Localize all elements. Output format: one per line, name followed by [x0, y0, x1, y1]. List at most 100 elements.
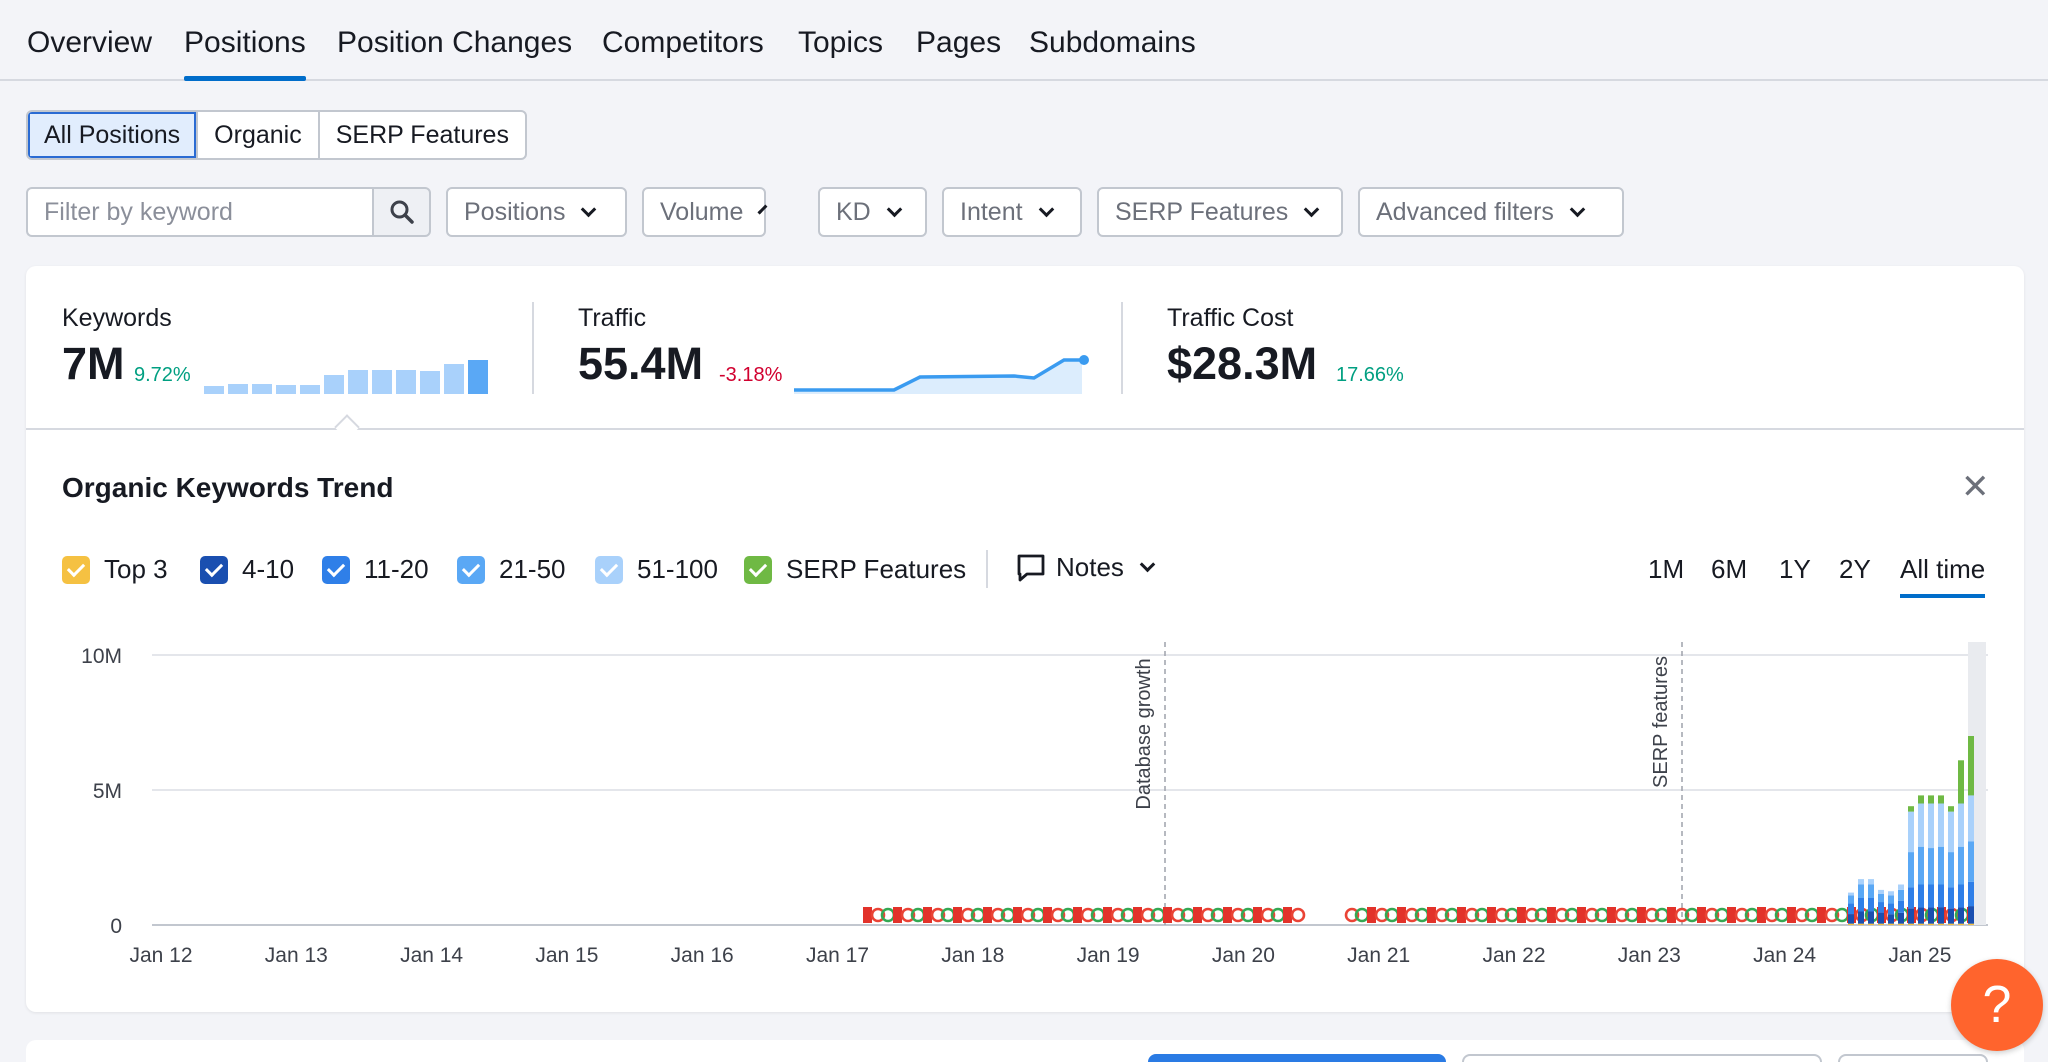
google-marker — [1674, 907, 1690, 923]
serp-flag-marker — [1013, 907, 1022, 923]
serp-flag-marker — [1193, 907, 1202, 923]
traffic-cost-delta: 17.66% — [1336, 364, 1404, 386]
segment-serp-features[interactable]: SERP Features — [335, 120, 509, 149]
bar-segment — [1948, 806, 1954, 812]
bar-segment — [1908, 852, 1914, 888]
primary-action-button[interactable] — [1148, 1054, 1446, 1062]
spark-bar — [420, 371, 440, 394]
bar-segment — [1938, 846, 1944, 885]
bar-segment — [1968, 923, 1974, 925]
bar-segment — [1928, 795, 1934, 804]
bar-segment — [1948, 811, 1954, 853]
x-tick-label: Jan 12 — [129, 944, 192, 967]
legend-divider — [986, 550, 988, 588]
bar-segment — [1928, 848, 1934, 885]
serp-flag-marker — [1607, 907, 1616, 923]
x-tick-label: Jan 14 — [400, 944, 463, 967]
export-button[interactable] — [1838, 1054, 1988, 1062]
range-1m[interactable]: 1M — [1648, 554, 1685, 584]
close-icon[interactable]: ✕ — [1961, 468, 1990, 506]
spark-bar — [396, 370, 416, 394]
legend-top3[interactable]: Top 3 — [62, 554, 168, 585]
stacked-bars — [1848, 642, 1986, 925]
checkbox-icon — [744, 555, 772, 584]
traffic-last-point — [1079, 355, 1089, 365]
search-button[interactable] — [372, 187, 431, 237]
legend-serp-features[interactable]: SERP Features — [744, 554, 966, 585]
bar-segment — [1908, 923, 1914, 925]
legend-21-50[interactable]: 21-50 — [457, 554, 566, 585]
serp-flag-marker — [893, 907, 902, 923]
chart-annotations: Database growth SERP features — [1133, 642, 1683, 925]
range-all-time[interactable]: All time — [1900, 554, 1986, 598]
spark-bar — [228, 384, 248, 394]
question-icon: ? — [1982, 976, 2012, 1034]
serp-flag-marker — [983, 907, 992, 923]
spark-bar — [348, 370, 368, 394]
tab-topics[interactable]: Topics — [798, 26, 884, 59]
legend-11-20[interactable]: 11-20 — [322, 554, 429, 585]
notes-dropdown[interactable]: Notes — [1016, 552, 1156, 583]
secondary-action-button[interactable] — [1462, 1054, 1822, 1062]
serp-flag-marker — [1103, 907, 1112, 923]
volume-dropdown[interactable]: Volume — [642, 187, 768, 237]
traffic-cost-label: Traffic Cost — [1167, 304, 1294, 332]
range-6m[interactable]: 6M — [1711, 554, 1748, 584]
spark-bar — [300, 385, 320, 394]
bar-segment — [1848, 895, 1854, 904]
segment-organic[interactable]: Organic — [198, 112, 320, 158]
y-tick-label: 10M — [81, 645, 122, 668]
tab-overview[interactable]: Overview — [27, 26, 153, 59]
google-marker — [1020, 907, 1036, 923]
legend-51-100[interactable]: 51-100 — [595, 554, 718, 585]
tab-subdomains[interactable]: Subdomains — [1029, 26, 1196, 59]
bar-segment — [1858, 879, 1864, 885]
spark-bar — [324, 375, 344, 394]
google-marker — [1290, 907, 1306, 923]
bar-segment — [1948, 923, 1954, 925]
tab-pages[interactable]: Pages — [916, 26, 1002, 59]
serp-features-dropdown[interactable]: SERP Features — [1097, 187, 1343, 237]
x-tick-label: Jan 25 — [1888, 944, 1951, 967]
google-marker — [1170, 907, 1186, 923]
help-button[interactable]: ? — [1951, 959, 2043, 1051]
google-marker — [1230, 907, 1246, 923]
x-tick-label: Jan 19 — [1077, 944, 1140, 967]
tab-positions[interactable]: Positions — [184, 26, 306, 81]
keyword-filter-input[interactable] — [26, 187, 373, 237]
range-2y[interactable]: 2Y — [1839, 554, 1871, 584]
serp-flag-marker — [1427, 907, 1436, 923]
bar-segment — [1858, 898, 1864, 912]
serp-flag-marker — [1517, 907, 1526, 923]
tab-position-changes[interactable]: Position Changes — [337, 26, 573, 59]
tab-competitors[interactable]: Competitors — [602, 26, 764, 59]
serp-flag-marker — [1727, 907, 1736, 923]
positions-dropdown[interactable]: Positions — [446, 187, 627, 237]
traffic-label: Traffic — [578, 304, 647, 332]
serp-flag-marker — [1253, 907, 1262, 923]
bar-segment — [1898, 923, 1904, 925]
serp-flag-marker — [1283, 907, 1292, 923]
bar-segment — [1938, 884, 1944, 908]
segment-all-positions[interactable]: All Positions — [28, 112, 199, 158]
metrics-row: Keywords 7M 9.72% Traffic 55.4M -3.18% — [26, 266, 2024, 430]
positions-dropdown-label: Positions — [464, 197, 566, 226]
advanced-filters-dropdown[interactable]: Advanced filters — [1358, 187, 1624, 237]
serp-flag-marker — [1133, 907, 1142, 923]
range-1y[interactable]: 1Y — [1779, 554, 1811, 584]
x-tick-label: Jan 21 — [1347, 944, 1410, 967]
legend-4-10[interactable]: 4-10 — [200, 554, 294, 585]
bar-segment — [1888, 914, 1894, 924]
x-tick-label: Jan 20 — [1212, 944, 1275, 967]
bar-segment — [1848, 914, 1854, 924]
positions-summary-card: Keywords 7M 9.72% Traffic 55.4M -3.18% — [26, 266, 2024, 1012]
kd-dropdown[interactable]: KD — [818, 187, 927, 237]
bar-segment — [1958, 760, 1964, 804]
traffic-sparkline — [794, 355, 1089, 394]
google-marker — [1764, 907, 1780, 923]
intent-dropdown[interactable]: Intent — [942, 187, 1082, 237]
report-tabs: Overview Positions Position Changes Comp… — [0, 0, 2048, 81]
checkbox-icon — [62, 555, 90, 584]
google-marker — [1584, 907, 1600, 923]
bar-segment — [1928, 923, 1934, 925]
